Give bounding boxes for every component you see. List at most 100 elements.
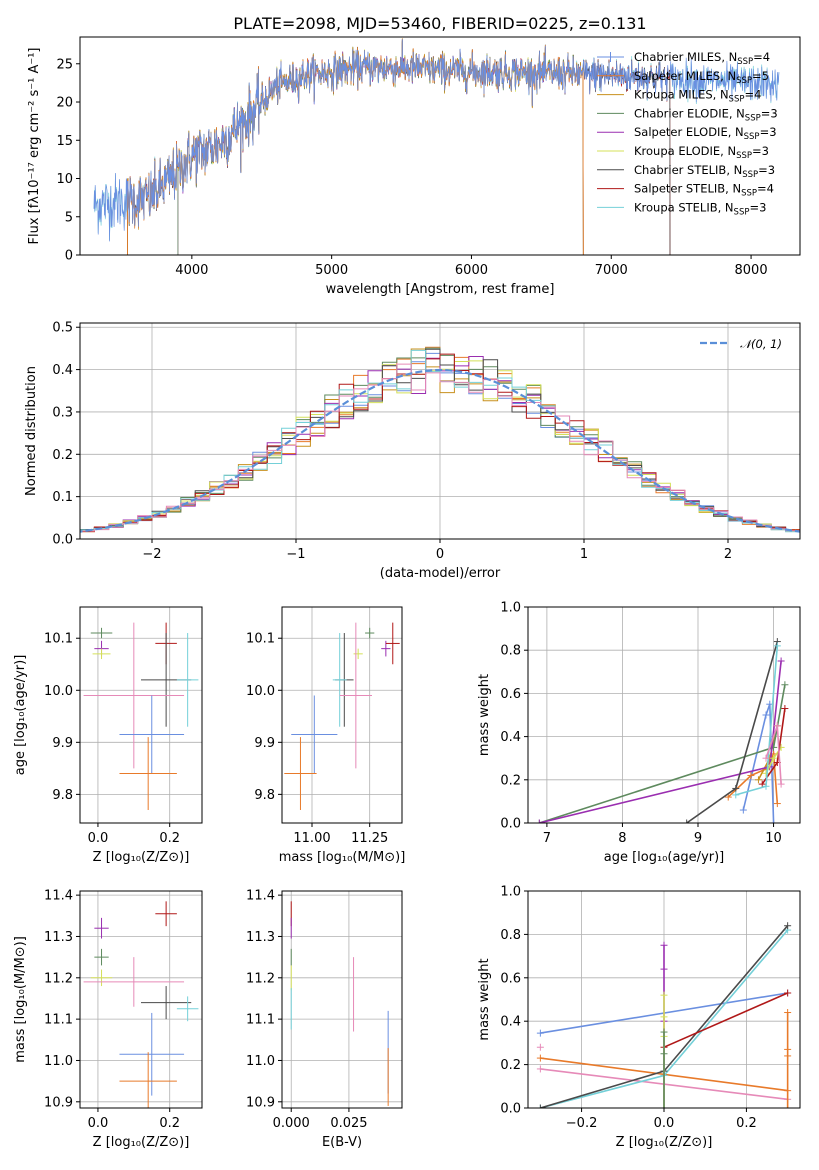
weight_vs_Z-ytick-label: 0.4 — [500, 1015, 521, 1030]
legend-label-main: Chabrier MILES, N — [634, 50, 737, 64]
mass_vs_Z-xtick-label: 0.2 — [159, 1116, 180, 1131]
spectrum-frame — [79, 36, 801, 256]
weight_vs_Z-series-5 — [663, 992, 788, 1048]
gaussian-legend-label: 𝒩(0, 1) — [740, 337, 782, 351]
legend-label-main: Chabrier STELIB, N — [634, 163, 742, 177]
legend-label-main: Kroupa ELODIE, N — [634, 144, 736, 158]
weight_vs_Z-xtick-label: 0.0 — [654, 1116, 675, 1131]
weight_vs_age-frame — [527, 606, 801, 824]
spectrum-ytick-label: 0 — [65, 249, 73, 264]
legend-label-sub: SSP — [737, 57, 753, 67]
mass_vs_ebv-xtick-label: 0.025 — [330, 1116, 367, 1131]
mass_vs_Z-axes: 0.0 0.2 10.9 11.0 11.1 11.2 11.3 11.4 Z [log₁₀(Z… — [13, 889, 202, 1150]
legend-label-main: Kroupa STELIB, N — [634, 200, 734, 214]
legend-label-end: =3 — [749, 200, 766, 214]
legend-label-main: Salpeter ELODIE, N — [634, 125, 744, 139]
legend-label-end: =5 — [752, 69, 769, 83]
legend-label-sub: SSP — [736, 151, 752, 161]
weight_vs_age-xtick-label: 9 — [694, 831, 702, 846]
weight_vs_Z-ytick-label: 0.0 — [500, 1102, 521, 1117]
weight_vs_Z-ytick-label: 0.2 — [500, 1058, 521, 1073]
age_vs_mass-ytick-label: 10.1 — [246, 632, 275, 647]
mass_vs_Z-xtick-label: 0.0 — [88, 1116, 109, 1131]
mass_vs_ebv-axes: 0.000 0.025 10.9 11.0 11.1 11.2 11.3 11.4 E(B-V) — [246, 889, 402, 1150]
mass_vs_Z-frame — [79, 890, 203, 1109]
spectrum-xtick-label: 8000 — [735, 263, 768, 278]
mass_vs_Z-ylabel: mass [log₁₀(M/M⊙)] — [13, 936, 28, 1063]
weight_vs_Z-xtick-label: −0.2 — [566, 1116, 598, 1131]
age_vs_mass-ytick-label: 10.0 — [246, 684, 275, 699]
legend-label-0: Chabrier MILES, NSSP=4 — [634, 50, 770, 67]
weight_vs_Z-xtick-label: 0.2 — [736, 1116, 757, 1131]
spectrum-ytick-label: 10 — [56, 172, 73, 187]
weight_vs_age-series-4 — [539, 660, 782, 823]
residuals-ytick-label: 0.4 — [52, 363, 73, 378]
age_vs_Z-xtick-label: 0.2 — [159, 831, 180, 846]
weight_vs_age-ytick-label: 0.8 — [500, 644, 521, 659]
spectrum-xtick-label: 6000 — [455, 263, 488, 278]
weight_vs_age-plot-area — [535, 638, 789, 823]
age_vs_Z-frame — [79, 606, 203, 824]
weight_vs_Z-xlabel: Z [log₁₀(Z/Z⊙)] — [616, 1135, 713, 1150]
age_vs_Z-ytick-label: 10.0 — [44, 684, 73, 699]
legend-label-8: Kroupa STELIB, NSSP=3 — [634, 200, 766, 217]
legend-label-main: Salpeter MILES, N — [634, 69, 736, 83]
spectrum-xtick-label: 5000 — [315, 263, 348, 278]
legend-label-7: Salpeter STELIB, NSSP=4 — [634, 182, 774, 199]
age_vs_mass-xtick-label: 11.25 — [351, 831, 388, 846]
mass_vs_Z-xlabel: Z [log₁₀(Z/Z⊙)] — [93, 1135, 190, 1150]
legend-label-sub: SSP — [744, 132, 760, 142]
weight_vs_Z-ylabel: mass weight — [477, 958, 492, 1040]
residuals-ytick-label: 0.5 — [52, 321, 73, 336]
age_vs_Z-ytick-label: 10.1 — [44, 632, 73, 647]
weight_vs_Z-ytick-label: 0.8 — [500, 928, 521, 943]
spectrum-title: PLATE=2098, MJD=53460, FIBERID=0225, z=0… — [233, 14, 646, 33]
spectrum-series-0 — [93, 39, 780, 242]
age_vs_Z-xtick-label: 0.0 — [88, 831, 109, 846]
legend-label-end: =3 — [758, 163, 775, 177]
mass_vs_ebv-ytick-label: 11.4 — [246, 889, 275, 904]
legend-label-end: =3 — [761, 106, 778, 120]
spectrum-xlabel: wavelength [Angstrom, rest frame] — [326, 282, 555, 297]
age_vs_Z-ytick-label: 9.9 — [52, 736, 73, 751]
mass_vs_ebv-ytick-label: 11.3 — [246, 930, 275, 945]
legend-label-4: Salpeter ELODIE, NSSP=3 — [634, 125, 777, 142]
spectrum-ytick-label: 20 — [56, 96, 73, 111]
mass_vs_ebv-ytick-label: 11.1 — [246, 1013, 275, 1028]
residuals-xtick-label: −2 — [142, 547, 161, 562]
mass_vs_Z-ytick-label: 11.3 — [44, 930, 73, 945]
residuals-ytick-label: 0.1 — [52, 490, 73, 505]
weight_vs_age-ytick-label: 0.0 — [500, 817, 521, 832]
age_vs_mass-xtick-label: 11.00 — [293, 831, 330, 846]
weight_vs_age-ytick-label: 0.4 — [500, 730, 521, 745]
mass_vs_Z-ytick-label: 11.0 — [44, 1054, 73, 1069]
legend-label-main: Salpeter STELIB, N — [634, 182, 741, 196]
age_vs_mass-axes: 11.00 11.25 9.8 9.9 10.0 10.1 mass [log₁₀(M/M⊙… — [246, 607, 405, 865]
weight_vs_age-series-3 — [539, 684, 786, 823]
legend-label-end: =4 — [753, 50, 770, 64]
legend-label-1: Salpeter MILES, NSSP=5 — [634, 69, 769, 86]
legend-label-end: =3 — [752, 144, 769, 158]
mass_vs_ebv-frame — [281, 890, 403, 1109]
weight_vs_Z-ytick-label: 0.6 — [500, 971, 521, 986]
weight_vs_Z-axes: −0.2 0.0 0.2 0.0 0.2 0.4 0.6 0.8 1.0 Z [log₁₀(Z/Z… — [477, 885, 800, 1150]
residuals-xtick-label: 0 — [436, 547, 444, 562]
weight_vs_age-ytick-label: 0.2 — [500, 773, 521, 788]
mass_vs_ebv-xtick-label: 0.000 — [273, 1116, 310, 1131]
legend-label-3: Chabrier ELODIE, NSSP=3 — [634, 106, 778, 123]
mass_vs_Z-ytick-label: 11.2 — [44, 971, 73, 986]
residuals-frame — [79, 322, 801, 540]
mass_vs_Z-ytick-label: 11.4 — [44, 889, 73, 904]
legend-label-main: Chabrier ELODIE, N — [634, 106, 745, 120]
legend-label-2: Kroupa MILES, NSSP=4 — [634, 88, 761, 105]
residuals-ylabel: Normed distribution — [24, 366, 39, 496]
weight_vs_Z-plot-area — [536, 922, 792, 1108]
residuals-ytick-label: 0.0 — [52, 533, 73, 548]
age_vs_Z-ytick-label: 9.8 — [52, 788, 73, 803]
residuals-xtick-label: 2 — [724, 547, 732, 562]
weight_vs_Z-frame — [527, 890, 801, 1109]
legend-label-sub: SSP — [736, 76, 752, 86]
weight_vs_age-xtick-label: 10 — [765, 831, 782, 846]
residuals-xlabel: (data-model)/error — [380, 566, 501, 581]
